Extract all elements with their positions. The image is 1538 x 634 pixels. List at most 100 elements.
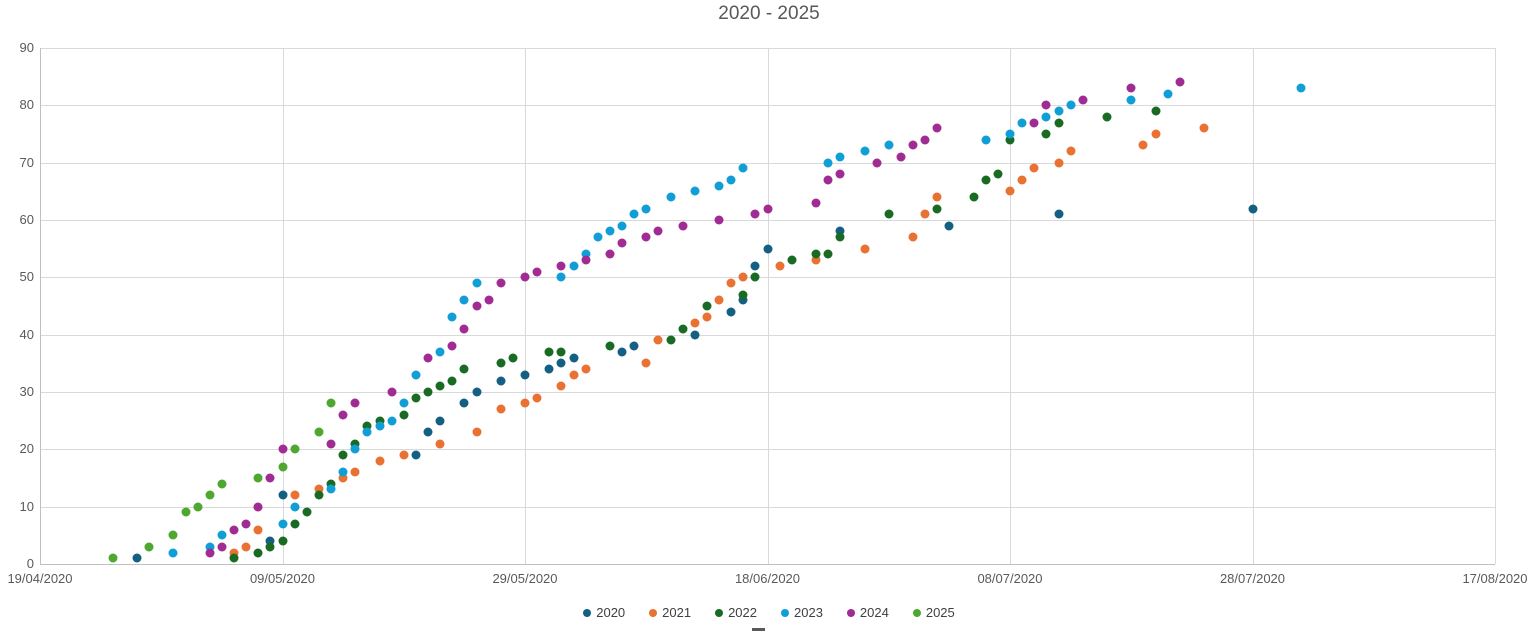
data-point-2021[interactable] — [556, 381, 566, 391]
data-point-2023[interactable] — [629, 209, 639, 219]
data-point-2023[interactable] — [823, 158, 833, 168]
data-point-2020[interactable] — [520, 370, 530, 380]
data-point-2023[interactable] — [459, 295, 469, 305]
data-point-2023[interactable] — [375, 421, 384, 431]
data-point-2021[interactable] — [229, 548, 239, 558]
data-point-2021[interactable] — [435, 439, 445, 449]
data-point-2023[interactable] — [1066, 100, 1076, 110]
data-point-2020[interactable] — [690, 330, 700, 340]
data-point-2025[interactable] — [181, 507, 190, 517]
legend-item-2023[interactable]: 2023 — [781, 605, 823, 620]
data-point-2024[interactable] — [896, 152, 906, 162]
data-point-2021[interactable] — [1005, 186, 1015, 196]
data-point-2022[interactable] — [787, 255, 797, 265]
data-point-2020[interactable] — [423, 427, 433, 437]
data-point-2020[interactable] — [435, 416, 445, 426]
data-point-2024[interactable] — [678, 221, 688, 231]
legend-item-2024[interactable]: 2024 — [846, 605, 889, 620]
data-point-2022[interactable] — [1005, 135, 1015, 145]
data-point-2023[interactable] — [860, 146, 869, 156]
data-point-2022[interactable] — [750, 272, 760, 282]
data-point-2023[interactable] — [217, 530, 227, 540]
data-point-2022[interactable] — [375, 416, 384, 426]
data-point-2021[interactable] — [714, 295, 724, 305]
data-point-2024[interactable] — [617, 238, 627, 248]
data-point-2023[interactable] — [447, 312, 457, 322]
data-point-2024[interactable] — [532, 267, 542, 277]
data-point-2021[interactable] — [1017, 175, 1027, 185]
data-point-2021[interactable] — [690, 318, 700, 328]
data-point-2024[interactable] — [605, 249, 615, 259]
data-point-2024[interactable] — [229, 525, 239, 535]
data-point-2022[interactable] — [884, 209, 894, 219]
data-point-2021[interactable] — [496, 404, 506, 414]
data-point-2023[interactable] — [435, 347, 445, 357]
data-point-2024[interactable] — [932, 123, 942, 133]
data-point-2023[interactable] — [981, 135, 991, 145]
data-point-2024[interactable] — [714, 215, 724, 225]
data-point-2024[interactable] — [205, 548, 215, 558]
data-point-2020[interactable] — [132, 553, 142, 563]
data-point-2021[interactable] — [472, 427, 481, 437]
data-point-2021[interactable] — [1029, 163, 1039, 173]
legend-item-2020[interactable]: 2020 — [583, 605, 625, 620]
data-point-2022[interactable] — [253, 548, 263, 558]
data-point-2022[interactable] — [399, 410, 409, 420]
data-point-2022[interactable] — [290, 519, 300, 529]
data-point-2025[interactable] — [314, 427, 324, 437]
data-point-2022[interactable] — [229, 553, 239, 563]
data-point-2023[interactable] — [1163, 89, 1173, 99]
data-point-2022[interactable] — [278, 536, 287, 546]
data-point-2020[interactable] — [1054, 209, 1063, 219]
data-point-2020[interactable] — [617, 347, 627, 357]
data-point-2022[interactable] — [435, 381, 445, 391]
data-point-2023[interactable] — [411, 370, 421, 380]
data-point-2023[interactable] — [617, 221, 627, 231]
data-point-2023[interactable] — [472, 278, 481, 288]
data-point-2023[interactable] — [338, 467, 348, 477]
data-point-2021[interactable] — [375, 456, 384, 466]
data-point-2022[interactable] — [605, 341, 615, 351]
data-point-2020[interactable] — [265, 536, 275, 546]
data-point-2022[interactable] — [823, 249, 833, 259]
data-point-2024[interactable] — [387, 387, 397, 397]
data-point-2024[interactable] — [423, 353, 433, 363]
data-point-2025[interactable] — [278, 462, 287, 472]
data-point-2021[interactable] — [1199, 123, 1209, 133]
data-point-2024[interactable] — [278, 444, 287, 454]
data-point-2023[interactable] — [362, 427, 372, 437]
data-point-2020[interactable] — [472, 387, 481, 397]
data-point-2022[interactable] — [556, 347, 566, 357]
data-point-2022[interactable] — [738, 290, 748, 300]
data-point-2020[interactable] — [278, 490, 287, 500]
data-point-2022[interactable] — [423, 387, 433, 397]
data-point-2021[interactable] — [641, 358, 651, 368]
data-point-2025[interactable] — [326, 398, 336, 408]
data-point-2022[interactable] — [835, 232, 845, 242]
data-point-2023[interactable] — [1017, 118, 1027, 128]
data-point-2023[interactable] — [387, 416, 397, 426]
data-point-2022[interactable] — [1151, 106, 1160, 116]
data-point-2024[interactable] — [326, 439, 336, 449]
data-point-2024[interactable] — [484, 295, 494, 305]
legend-item-2025[interactable]: 2025 — [912, 605, 955, 620]
data-point-2024[interactable] — [581, 255, 591, 265]
data-point-2024[interactable] — [1078, 95, 1088, 105]
data-point-2024[interactable] — [447, 341, 457, 351]
data-point-2022[interactable] — [544, 347, 554, 357]
data-point-2024[interactable] — [908, 140, 918, 150]
data-point-2020[interactable] — [835, 226, 845, 236]
data-point-2020[interactable] — [411, 450, 421, 460]
data-point-2021[interactable] — [314, 484, 324, 494]
data-point-2020[interactable] — [629, 341, 639, 351]
data-point-2023[interactable] — [1041, 112, 1051, 122]
data-point-2024[interactable] — [641, 232, 651, 242]
data-point-2020[interactable] — [750, 261, 760, 271]
data-point-2024[interactable] — [253, 502, 263, 512]
data-point-2022[interactable] — [350, 439, 360, 449]
data-point-2023[interactable] — [1054, 106, 1063, 116]
data-point-2023[interactable] — [168, 548, 178, 558]
data-point-2023[interactable] — [641, 204, 651, 214]
data-point-2023[interactable] — [278, 519, 287, 529]
data-point-2023[interactable] — [835, 152, 845, 162]
